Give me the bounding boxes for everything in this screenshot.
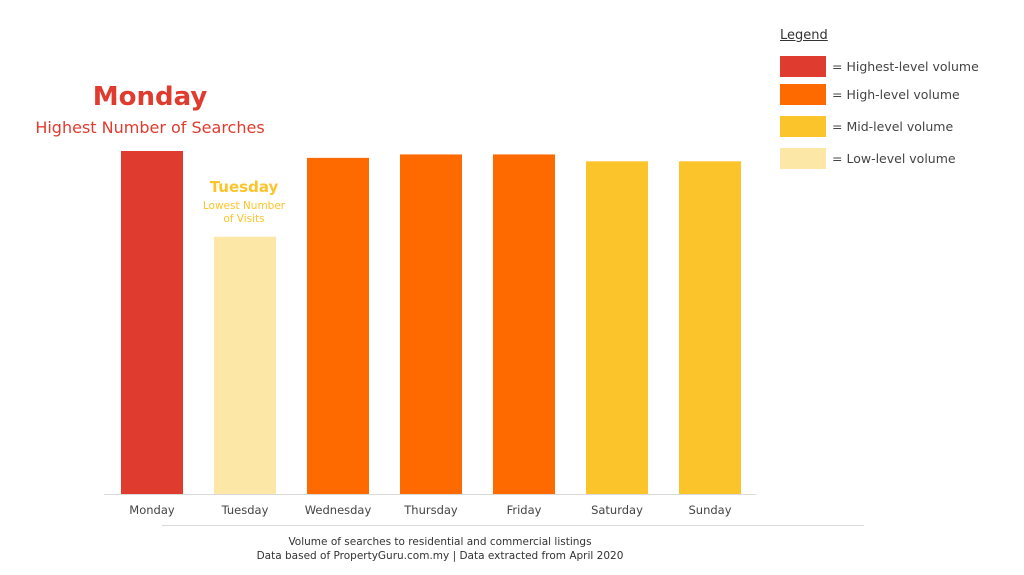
x-tick-label-tuesday: Tuesday <box>221 503 269 517</box>
lowest-annotation-title: Tuesday <box>209 178 279 196</box>
legend-swatch-highest <box>780 55 826 77</box>
x-tick-label-saturday: Saturday <box>591 503 643 517</box>
highest-annotation-title: Monday <box>92 82 208 112</box>
x-tick-label-monday: Monday <box>129 503 175 517</box>
legend-label-high: = High-level volume <box>832 86 960 102</box>
x-tick-label-wednesday: Wednesday <box>305 503 372 517</box>
x-tick-label-friday: Friday <box>507 503 542 517</box>
bar-saturday <box>586 161 648 495</box>
bar-wednesday <box>307 157 369 495</box>
highest-annotation-subtitle: Highest Number of Searches <box>35 118 265 137</box>
x-tick-label-thursday: Thursday <box>403 503 458 517</box>
legend-label-highest: = Highest-level volume <box>832 58 979 74</box>
bar-tuesday <box>214 236 276 494</box>
bar-sunday <box>679 161 741 495</box>
legend-swatch-mid <box>780 115 826 137</box>
bar-monday <box>121 151 183 494</box>
legend-label-mid: = Mid-level volume <box>832 118 954 134</box>
lowest-annotation-line2: of Visits <box>223 213 265 225</box>
legend-item-mid: = Mid-level volume <box>780 115 953 137</box>
bar-thursday <box>400 154 462 494</box>
legend-swatch-high <box>780 83 826 105</box>
legend-item-high: = High-level volume <box>780 83 960 105</box>
legend-title: Legend <box>780 28 828 43</box>
legend-swatch-low <box>780 147 826 169</box>
footer-divider <box>162 525 864 526</box>
lowest-annotation-subtitle: Lowest Number of Visits <box>186 200 302 226</box>
x-tick-label-sunday: Sunday <box>688 503 731 517</box>
legend-item-low: = Low-level volume <box>780 147 956 169</box>
footer-line-1: Volume of searches to residential and co… <box>288 536 592 548</box>
legend-label-low: = Low-level volume <box>832 150 956 166</box>
legend-item-highest: = Highest-level volume <box>780 55 979 77</box>
footer-line-2: Data based of PropertyGuru.com.my | Data… <box>256 550 624 562</box>
lowest-annotation-line1: Lowest Number <box>202 200 286 212</box>
bar-friday <box>493 154 555 494</box>
